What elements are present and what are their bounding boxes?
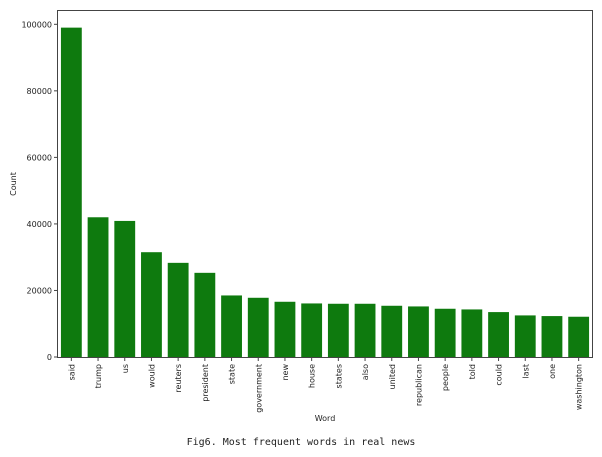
x-tick-label: trump (94, 364, 103, 388)
bar-trump (87, 217, 109, 357)
plot-frame (57, 10, 593, 358)
y-tick-label: 60000 (27, 153, 52, 162)
bar-state (221, 295, 242, 357)
bar-last (514, 315, 536, 357)
bar-washington (568, 316, 590, 357)
bar-told (461, 309, 483, 357)
bar-republican (408, 306, 429, 357)
bar-us (114, 220, 136, 357)
x-tick-label: would (147, 364, 156, 388)
y-tick-label: 40000 (27, 220, 52, 229)
x-tick-label: states (334, 364, 343, 388)
bar-government (247, 297, 269, 357)
x-axis: said trump us would reuters president state gov… (67, 357, 584, 413)
x-tick-label: could (495, 364, 504, 386)
bar-reuters (167, 262, 189, 357)
y-axis: 0 20000 40000 60000 80000 100000 (21, 20, 58, 362)
figure-caption: Fig6. Most frequent words in real news (186, 437, 416, 448)
y-tick-label: 100000 (21, 20, 52, 29)
x-tick-label: us (121, 364, 130, 373)
bar-new (274, 301, 296, 357)
bar-would (141, 252, 162, 357)
x-tick-label: new (281, 364, 290, 381)
bar-united (381, 305, 403, 357)
y-tick-label: 80000 (27, 87, 52, 96)
x-tick-label: president (201, 364, 210, 402)
bar-one (541, 316, 563, 357)
bars-layer (60, 27, 590, 357)
x-tick-label: said (67, 364, 76, 380)
x-tick-label: last (521, 364, 530, 378)
x-tick-label: state (228, 364, 237, 384)
x-tick-label: also (361, 364, 370, 380)
x-tick-label: house (308, 364, 317, 388)
bar-people (434, 308, 456, 357)
x-axis-title: Word (315, 414, 336, 423)
bar-could (488, 312, 509, 357)
x-tick-label: government (254, 364, 263, 413)
x-tick-label: washington (575, 364, 584, 410)
y-axis-title: Count (9, 172, 18, 196)
bar-also (354, 303, 376, 357)
x-tick-label: republican (414, 364, 423, 406)
bar-said (60, 27, 82, 357)
y-tick-label: 20000 (27, 286, 52, 295)
x-tick-label: people (441, 364, 450, 391)
y-tick-label: 0 (47, 353, 52, 362)
x-tick-label: united (388, 364, 397, 390)
bar-president (194, 272, 216, 357)
x-tick-label: reuters (174, 364, 183, 393)
bar-house (301, 303, 323, 357)
x-tick-label: told (468, 364, 477, 379)
bar-states (327, 303, 349, 357)
x-tick-label: one (548, 364, 557, 379)
